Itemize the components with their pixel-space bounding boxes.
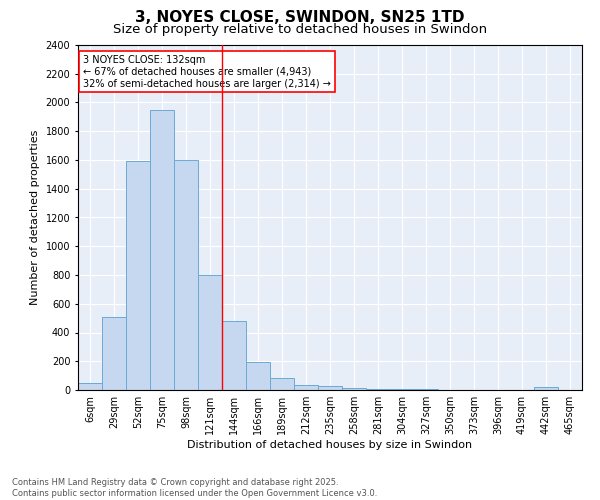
Text: Contains HM Land Registry data © Crown copyright and database right 2025.
Contai: Contains HM Land Registry data © Crown c…: [12, 478, 377, 498]
Bar: [174, 160, 198, 390]
Bar: [534, 387, 558, 390]
Bar: [222, 321, 246, 390]
Text: Size of property relative to detached houses in Swindon: Size of property relative to detached ho…: [113, 22, 487, 36]
Bar: [150, 110, 174, 390]
Bar: [198, 275, 222, 390]
Text: 3 NOYES CLOSE: 132sqm
← 67% of detached houses are smaller (4,943)
32% of semi-d: 3 NOYES CLOSE: 132sqm ← 67% of detached …: [83, 56, 331, 88]
Y-axis label: Number of detached properties: Number of detached properties: [30, 130, 40, 305]
Bar: [318, 386, 342, 390]
X-axis label: Distribution of detached houses by size in Swindon: Distribution of detached houses by size …: [187, 440, 473, 450]
Text: 3, NOYES CLOSE, SWINDON, SN25 1TD: 3, NOYES CLOSE, SWINDON, SN25 1TD: [135, 10, 465, 25]
Bar: [102, 316, 126, 390]
Bar: [270, 378, 294, 390]
Bar: [246, 362, 270, 390]
Bar: [126, 162, 150, 390]
Bar: [78, 383, 102, 390]
Bar: [366, 388, 390, 390]
Bar: [342, 388, 366, 390]
Bar: [294, 385, 318, 390]
